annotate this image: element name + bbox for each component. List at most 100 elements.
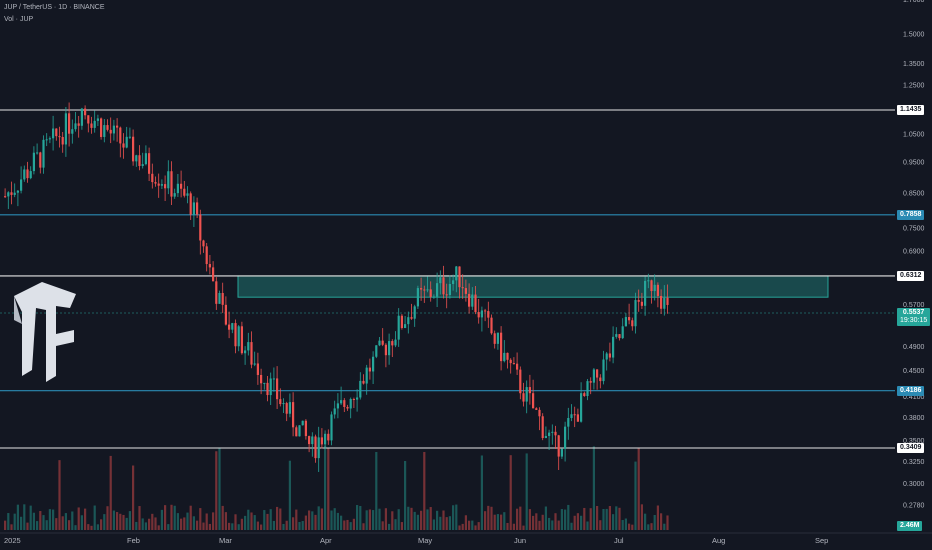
volume-bar bbox=[96, 524, 99, 530]
candle-body bbox=[608, 353, 611, 358]
volume-bar bbox=[282, 523, 285, 530]
volume-bar bbox=[567, 504, 570, 530]
candle-body bbox=[391, 341, 394, 346]
horizontal-levels[interactable] bbox=[0, 109, 895, 449]
volume-bar bbox=[586, 521, 589, 530]
tradingview-logo-mark bbox=[14, 282, 76, 382]
candle-body bbox=[80, 108, 83, 126]
candle-body bbox=[532, 393, 535, 409]
volume-bar bbox=[215, 451, 218, 530]
bar-countdown: 19:30:15 bbox=[900, 317, 928, 324]
y-axis-label: 1.7000 bbox=[903, 0, 925, 4]
candle-body bbox=[589, 381, 592, 383]
candle-body bbox=[343, 400, 346, 407]
candle-body bbox=[292, 402, 295, 428]
candle-body bbox=[637, 300, 640, 302]
volume-bar bbox=[314, 514, 317, 530]
candle-body bbox=[317, 437, 320, 459]
candle-body bbox=[455, 266, 458, 281]
candle-body bbox=[378, 340, 381, 346]
volume-bar bbox=[442, 510, 445, 530]
x-axis-label: Sep bbox=[815, 536, 828, 545]
volume-bar bbox=[410, 507, 413, 530]
volume-bar bbox=[596, 505, 599, 530]
volume-bar bbox=[125, 517, 128, 530]
volume-bar bbox=[608, 506, 611, 530]
volume-bar bbox=[144, 522, 147, 530]
candle-body bbox=[624, 317, 627, 327]
volume-bar bbox=[458, 525, 461, 530]
candle-body bbox=[125, 136, 128, 148]
volume-bar bbox=[308, 510, 311, 530]
volume-bar bbox=[173, 505, 176, 530]
volume-bar bbox=[580, 515, 583, 530]
volume-bar bbox=[602, 508, 605, 530]
y-axis-label: 0.4500 bbox=[903, 368, 925, 375]
volume-bar bbox=[272, 520, 275, 530]
x-axis-label: 2025 bbox=[4, 536, 21, 545]
candle-body bbox=[525, 387, 528, 402]
candle-body bbox=[237, 326, 240, 347]
volume-bar bbox=[183, 517, 186, 530]
volume-bar bbox=[516, 508, 519, 530]
volume-bar bbox=[589, 508, 592, 530]
volume-bar bbox=[394, 519, 397, 530]
volume-bar bbox=[391, 511, 394, 530]
volume-bar bbox=[330, 510, 333, 530]
volume-bar bbox=[77, 507, 80, 530]
volume-indicator-title[interactable]: Vol · JUP bbox=[4, 16, 34, 23]
price-axis[interactable]: 1.7000 1.5000 1.3500 1.2500 1.0500 0.9500 0.85… bbox=[903, 0, 925, 509]
volume-bar bbox=[426, 509, 429, 530]
volume-bar bbox=[189, 505, 192, 530]
candle-body bbox=[612, 336, 615, 358]
volume-bar bbox=[650, 523, 653, 530]
volume-bar bbox=[13, 513, 16, 530]
volume-bar bbox=[212, 512, 215, 530]
time-axis[interactable]: 2025 Feb Mar Apr May Jun Jul Aug Sep bbox=[0, 532, 932, 545]
candle-body bbox=[170, 171, 173, 197]
candle-body bbox=[304, 420, 307, 437]
candle-body bbox=[330, 414, 333, 441]
volume-bar bbox=[154, 517, 157, 530]
candle-body bbox=[295, 427, 298, 437]
volume-bar bbox=[621, 520, 624, 530]
volume-bar bbox=[39, 511, 42, 530]
candle-body bbox=[666, 297, 669, 305]
candle-body bbox=[320, 437, 323, 445]
candle-body bbox=[506, 352, 509, 360]
volume-badge: 2.46M bbox=[897, 521, 923, 531]
candle-body bbox=[279, 399, 282, 405]
volume-bar bbox=[333, 508, 336, 530]
volume-bar bbox=[32, 512, 35, 530]
volume-bar bbox=[157, 525, 160, 530]
candle-body bbox=[359, 380, 362, 398]
level-price-badge: 1.1435 bbox=[897, 105, 925, 115]
candle-body bbox=[138, 155, 141, 166]
candle-body bbox=[397, 315, 400, 340]
volume-bar bbox=[407, 506, 410, 530]
candle-body bbox=[148, 153, 151, 174]
resistance-zone[interactable] bbox=[237, 275, 829, 298]
candle-body bbox=[471, 294, 474, 307]
candle-body bbox=[426, 289, 429, 291]
candle-body bbox=[93, 120, 96, 128]
volume-bar bbox=[84, 508, 87, 530]
volume-bar bbox=[90, 525, 93, 530]
candle-body bbox=[368, 367, 371, 372]
candle-body bbox=[487, 311, 490, 318]
candle-body bbox=[151, 173, 154, 183]
candle-body bbox=[560, 448, 563, 457]
candle-body bbox=[586, 381, 589, 397]
candle-body bbox=[640, 301, 643, 306]
volume-bar bbox=[208, 523, 211, 530]
volume-bar bbox=[615, 506, 618, 530]
volume-bar bbox=[340, 515, 343, 530]
candle-body bbox=[333, 408, 336, 415]
candle-body bbox=[135, 155, 138, 162]
candle-body bbox=[26, 169, 29, 179]
symbol-title[interactable]: JUP / TetherUS · 1D · BINANCE bbox=[4, 4, 105, 11]
candle-body bbox=[234, 323, 237, 347]
volume-bar bbox=[346, 519, 349, 530]
volume-bar bbox=[359, 505, 362, 530]
